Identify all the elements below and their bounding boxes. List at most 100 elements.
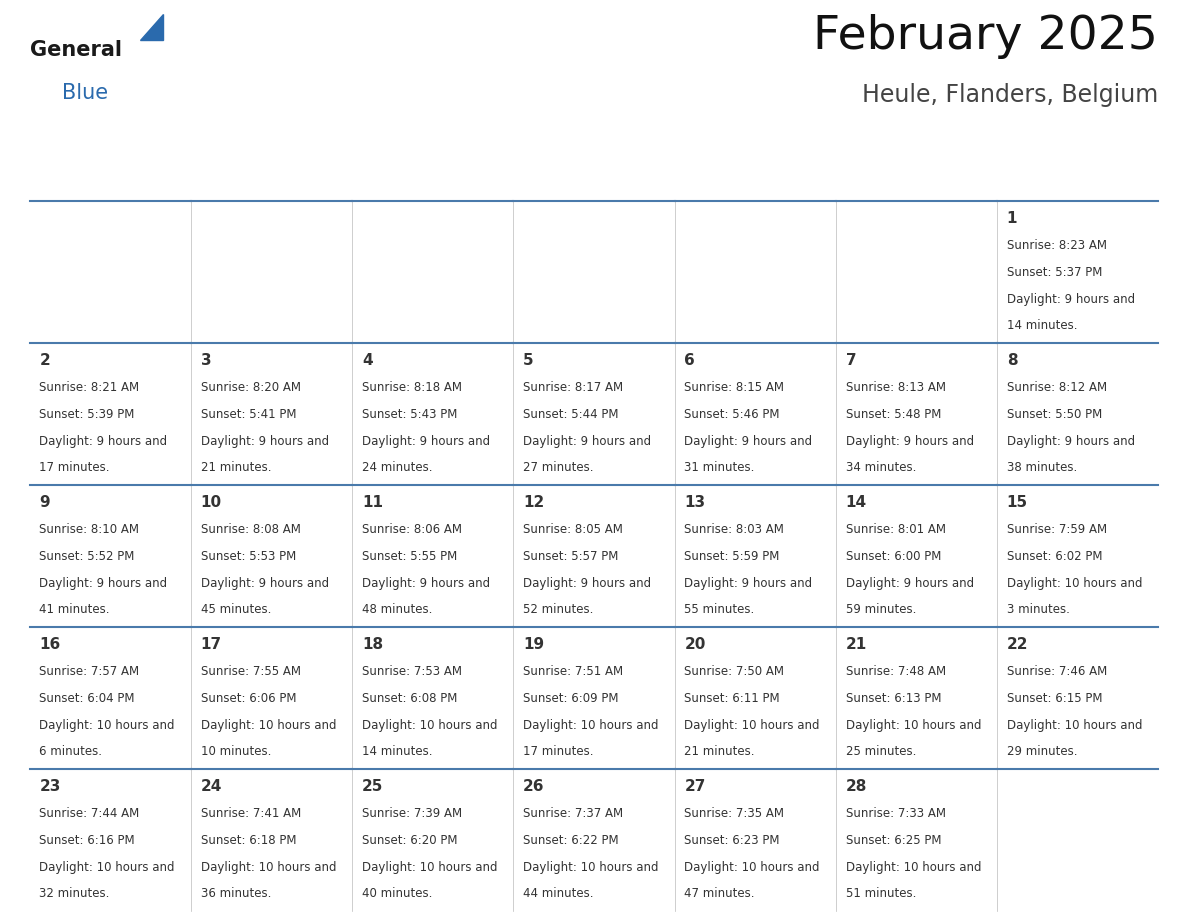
Text: Sunset: 6:04 PM: Sunset: 6:04 PM xyxy=(39,692,135,705)
Text: Sunday: Sunday xyxy=(39,172,102,187)
Text: Sunset: 5:59 PM: Sunset: 5:59 PM xyxy=(684,550,779,563)
Text: Sunrise: 7:57 AM: Sunrise: 7:57 AM xyxy=(39,666,139,678)
Text: 14 minutes.: 14 minutes. xyxy=(362,744,432,757)
Text: 5: 5 xyxy=(523,353,533,368)
Text: Daylight: 10 hours and: Daylight: 10 hours and xyxy=(846,861,981,874)
Text: Sunset: 6:13 PM: Sunset: 6:13 PM xyxy=(846,692,941,705)
Text: 17 minutes.: 17 minutes. xyxy=(39,461,109,474)
Text: 17: 17 xyxy=(201,637,222,652)
Text: Daylight: 10 hours and: Daylight: 10 hours and xyxy=(39,719,175,732)
Text: 32 minutes.: 32 minutes. xyxy=(39,887,109,900)
Text: Sunset: 5:55 PM: Sunset: 5:55 PM xyxy=(362,550,457,563)
Text: 25 minutes.: 25 minutes. xyxy=(846,744,916,757)
Text: Daylight: 9 hours and: Daylight: 9 hours and xyxy=(684,435,813,448)
Text: 19: 19 xyxy=(523,637,544,652)
Text: Daylight: 10 hours and: Daylight: 10 hours and xyxy=(1006,577,1142,590)
Text: 28: 28 xyxy=(846,778,867,794)
Text: Sunrise: 7:59 AM: Sunrise: 7:59 AM xyxy=(1006,523,1107,536)
Text: Daylight: 9 hours and: Daylight: 9 hours and xyxy=(201,435,329,448)
Text: Sunset: 5:39 PM: Sunset: 5:39 PM xyxy=(39,409,134,421)
Text: Daylight: 9 hours and: Daylight: 9 hours and xyxy=(1006,435,1135,448)
Text: Sunrise: 7:39 AM: Sunrise: 7:39 AM xyxy=(362,807,462,820)
Text: 21 minutes.: 21 minutes. xyxy=(684,744,754,757)
Text: Sunrise: 7:35 AM: Sunrise: 7:35 AM xyxy=(684,807,784,820)
Text: Thursday: Thursday xyxy=(684,172,764,187)
Text: Sunrise: 8:13 AM: Sunrise: 8:13 AM xyxy=(846,381,946,395)
Text: 38 minutes.: 38 minutes. xyxy=(1006,461,1078,474)
Text: Sunrise: 8:15 AM: Sunrise: 8:15 AM xyxy=(684,381,784,395)
Text: Friday: Friday xyxy=(846,172,898,187)
Text: 27 minutes.: 27 minutes. xyxy=(523,461,594,474)
Text: Sunrise: 8:12 AM: Sunrise: 8:12 AM xyxy=(1006,381,1107,395)
Text: Daylight: 10 hours and: Daylight: 10 hours and xyxy=(201,719,336,732)
Text: Daylight: 9 hours and: Daylight: 9 hours and xyxy=(362,435,489,448)
Text: 47 minutes.: 47 minutes. xyxy=(684,887,754,900)
Text: Sunset: 5:53 PM: Sunset: 5:53 PM xyxy=(201,550,296,563)
Text: Tuesday: Tuesday xyxy=(362,172,431,187)
Text: Sunrise: 8:03 AM: Sunrise: 8:03 AM xyxy=(684,523,784,536)
Text: Sunrise: 8:06 AM: Sunrise: 8:06 AM xyxy=(362,523,462,536)
Text: 27: 27 xyxy=(684,778,706,794)
Text: Sunset: 5:41 PM: Sunset: 5:41 PM xyxy=(201,409,296,421)
Text: 22: 22 xyxy=(1006,637,1029,652)
Text: Sunset: 5:50 PM: Sunset: 5:50 PM xyxy=(1006,409,1102,421)
Text: General: General xyxy=(30,40,121,60)
Text: 18: 18 xyxy=(362,637,383,652)
Text: Daylight: 10 hours and: Daylight: 10 hours and xyxy=(684,861,820,874)
Text: 40 minutes.: 40 minutes. xyxy=(362,887,432,900)
Text: Sunset: 5:37 PM: Sunset: 5:37 PM xyxy=(1006,266,1102,279)
Text: Sunrise: 8:23 AM: Sunrise: 8:23 AM xyxy=(1006,240,1107,252)
Text: 59 minutes.: 59 minutes. xyxy=(846,603,916,616)
Text: Sunset: 6:16 PM: Sunset: 6:16 PM xyxy=(39,834,135,847)
Text: Sunrise: 8:05 AM: Sunrise: 8:05 AM xyxy=(523,523,623,536)
Text: Monday: Monday xyxy=(201,172,267,187)
Text: 31 minutes.: 31 minutes. xyxy=(684,461,754,474)
Text: 12: 12 xyxy=(523,495,544,509)
Text: Sunset: 6:08 PM: Sunset: 6:08 PM xyxy=(362,692,457,705)
Text: 16: 16 xyxy=(39,637,61,652)
Text: Sunset: 6:09 PM: Sunset: 6:09 PM xyxy=(523,692,619,705)
Text: 17 minutes.: 17 minutes. xyxy=(523,744,594,757)
Text: Daylight: 9 hours and: Daylight: 9 hours and xyxy=(362,577,489,590)
Text: 23: 23 xyxy=(39,778,61,794)
Text: Daylight: 9 hours and: Daylight: 9 hours and xyxy=(39,577,168,590)
Text: Daylight: 9 hours and: Daylight: 9 hours and xyxy=(846,435,974,448)
Text: 55 minutes.: 55 minutes. xyxy=(684,603,754,616)
Text: Sunrise: 7:46 AM: Sunrise: 7:46 AM xyxy=(1006,666,1107,678)
Text: Sunset: 6:11 PM: Sunset: 6:11 PM xyxy=(684,692,779,705)
Text: Daylight: 10 hours and: Daylight: 10 hours and xyxy=(1006,719,1142,732)
Text: Sunset: 6:22 PM: Sunset: 6:22 PM xyxy=(523,834,619,847)
Text: Daylight: 10 hours and: Daylight: 10 hours and xyxy=(39,861,175,874)
Text: Sunrise: 8:08 AM: Sunrise: 8:08 AM xyxy=(201,523,301,536)
Text: 6 minutes.: 6 minutes. xyxy=(39,744,102,757)
Text: Daylight: 10 hours and: Daylight: 10 hours and xyxy=(846,719,981,732)
Text: Sunrise: 7:48 AM: Sunrise: 7:48 AM xyxy=(846,666,946,678)
Text: Daylight: 10 hours and: Daylight: 10 hours and xyxy=(684,719,820,732)
Text: Daylight: 9 hours and: Daylight: 9 hours and xyxy=(684,577,813,590)
Text: Sunset: 6:20 PM: Sunset: 6:20 PM xyxy=(362,834,457,847)
Text: Sunrise: 8:21 AM: Sunrise: 8:21 AM xyxy=(39,381,139,395)
Text: 8: 8 xyxy=(1006,353,1017,368)
Text: 48 minutes.: 48 minutes. xyxy=(362,603,432,616)
Text: 36 minutes.: 36 minutes. xyxy=(201,887,271,900)
Text: 14: 14 xyxy=(846,495,866,509)
Text: Sunset: 5:43 PM: Sunset: 5:43 PM xyxy=(362,409,457,421)
Text: Daylight: 9 hours and: Daylight: 9 hours and xyxy=(846,577,974,590)
Text: 45 minutes.: 45 minutes. xyxy=(201,603,271,616)
Text: 15: 15 xyxy=(1006,495,1028,509)
Text: 3: 3 xyxy=(201,353,211,368)
Polygon shape xyxy=(140,14,163,40)
Text: 9: 9 xyxy=(39,495,50,509)
Text: 20: 20 xyxy=(684,637,706,652)
Text: 13: 13 xyxy=(684,495,706,509)
Text: Sunset: 6:15 PM: Sunset: 6:15 PM xyxy=(1006,692,1102,705)
Text: Daylight: 9 hours and: Daylight: 9 hours and xyxy=(39,435,168,448)
Text: Sunrise: 8:17 AM: Sunrise: 8:17 AM xyxy=(523,381,624,395)
Text: Daylight: 10 hours and: Daylight: 10 hours and xyxy=(201,861,336,874)
Text: 24 minutes.: 24 minutes. xyxy=(362,461,432,474)
Text: Sunset: 5:57 PM: Sunset: 5:57 PM xyxy=(523,550,619,563)
Text: Blue: Blue xyxy=(62,83,108,103)
Text: 2: 2 xyxy=(39,353,50,368)
Text: Sunset: 5:48 PM: Sunset: 5:48 PM xyxy=(846,409,941,421)
Text: 21: 21 xyxy=(846,637,867,652)
